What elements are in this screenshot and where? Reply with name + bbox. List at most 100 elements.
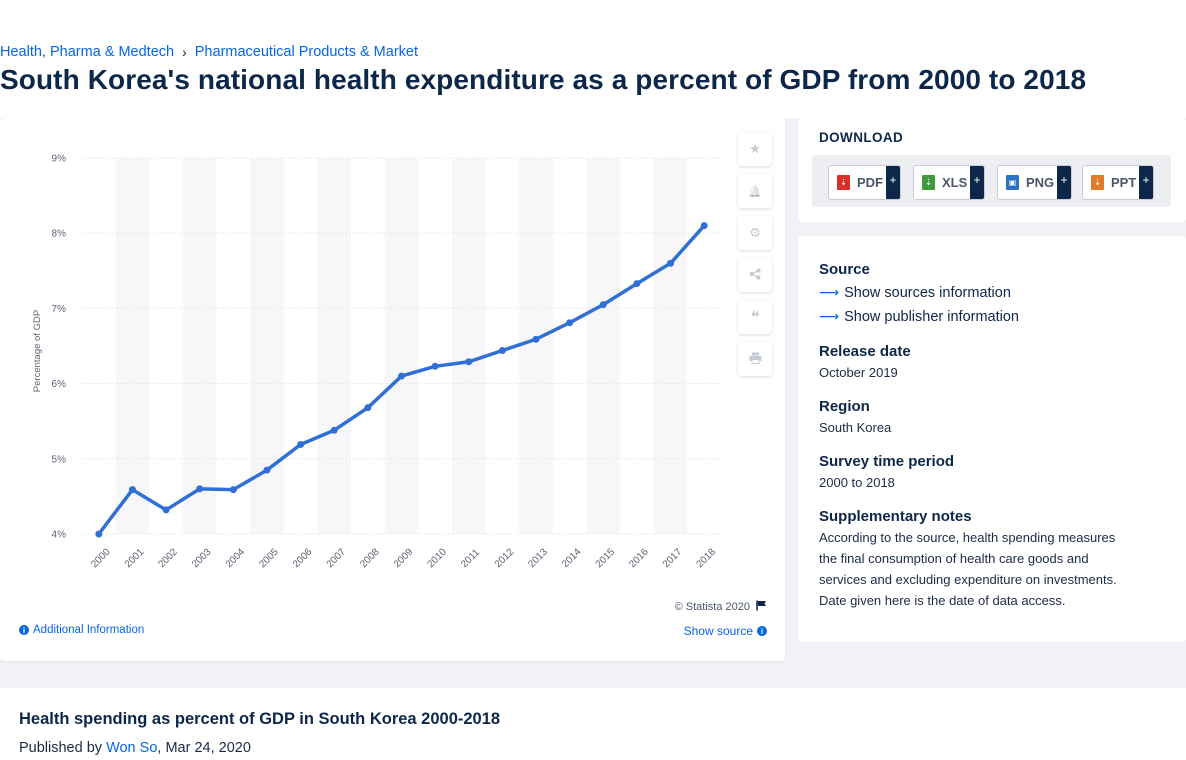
x-tick-label: 2014 [560,546,584,570]
show-source-label: Show source [683,624,753,638]
pdf-file-icon: ⇣ [837,175,850,190]
column-band [519,158,553,534]
author-link[interactable]: Won So [106,740,158,756]
x-tick-label: 2013 [526,546,550,570]
cite-button[interactable]: ❝ [738,300,772,334]
show-sources-label: Show sources information [844,284,1011,301]
png-plus: + [1057,166,1071,199]
data-point [297,441,305,449]
data-point [667,259,675,267]
x-tick-label: 2018 [695,546,719,570]
share-button[interactable] [738,258,772,292]
x-tick-label: 2009 [392,546,416,570]
column-band [653,158,688,534]
download-pdf-button[interactable]: ⇣ PDF + [828,165,901,200]
notes-line-2: the final consumption of health care goo… [819,551,1089,566]
arrow-right-icon [819,284,839,301]
copyright-text: © Statista 2020 [674,601,750,613]
column-band [115,158,150,534]
line-chart: 4% 5% 6% 7% 8% 9% Percentage of GDP 2000 2001 200… [32,154,721,570]
breadcrumb-item-health[interactable]: Health, Pharma & Medtech [0,44,175,60]
notes-line-4: Date given here is the date of data acce… [819,593,1066,608]
data-point [95,530,103,538]
data-point [128,486,136,494]
copyright: © Statista 2020 [675,600,767,614]
png-file-icon: ▣ [1006,175,1019,190]
data-point [364,404,372,412]
data-point [498,347,506,355]
download-panel: DOWNLOAD ⇣ PDF + ⇣ XLS + ▣ PNG + ⇣ PPT + [798,118,1186,222]
breadcrumb-item-pharma[interactable]: Pharmaceutical Products & Market [194,44,418,60]
x-tick-label: 2008 [358,546,382,570]
data-point [532,335,540,343]
flag-icon[interactable] [756,600,767,614]
favorite-button[interactable]: ★ [738,132,772,166]
share-icon [749,268,761,283]
download-ppt-button[interactable]: ⇣ PPT + [1082,165,1154,200]
download-png-button[interactable]: ▣ PNG + [997,165,1072,200]
info-icon: i [757,626,767,636]
data-point [263,466,271,474]
column-band [317,158,352,534]
data-point [599,301,607,309]
published-by: Published by Won So, Mar 24, 2020 [19,740,251,756]
show-source-link[interactable]: Show source i [684,624,767,638]
pdf-plus: + [886,166,900,199]
y-tick-label: 4% [52,530,67,541]
ppt-file-icon: ⇣ [1091,175,1104,190]
data-point [162,506,170,514]
page-title: South Korea's national health expenditur… [0,64,1087,95]
region-heading: Region [819,398,870,415]
data-point [700,222,708,230]
xls-plus: + [970,166,984,199]
region-value: South Korea [819,420,892,435]
download-title: DOWNLOAD [819,130,904,145]
x-tick-label: 2003 [190,546,214,570]
x-tick-label: 2015 [594,546,618,570]
published-prefix: Published by [19,740,107,756]
print-button[interactable] [738,342,772,376]
y-axis-title: Percentage of GDP [32,310,43,392]
column-band [451,158,486,534]
pdf-label: PDF [857,175,883,190]
additional-information-label: Additional Information [33,624,145,636]
show-sources-link[interactable]: Show sources information [819,284,1011,301]
download-xls-button[interactable]: ⇣ XLS + [913,165,985,200]
settings-button[interactable]: ⚙ [738,216,772,250]
notes-line-1: According to the source, health spending… [819,530,1116,545]
data-point [465,358,473,366]
release-date-value: October 2019 [819,365,898,380]
data-point [398,372,405,380]
column-band [586,158,621,534]
notes-line-3: services and excluding expenditure on in… [819,572,1117,587]
y-tick-label: 6% [52,379,67,390]
x-tick-label: 2004 [224,546,248,570]
y-tick-label: 8% [52,229,67,240]
x-tick-label: 2006 [291,546,315,570]
x-tick-label: 2002 [156,546,180,570]
x-tick-label: 2001 [123,546,147,570]
y-tick-label: 7% [52,304,67,315]
column-band [384,158,419,534]
data-point [431,362,439,370]
print-icon [749,352,762,367]
arrow-right-icon [819,308,839,325]
ppt-label: PPT [1111,175,1137,190]
show-publisher-link[interactable]: Show publisher information [819,308,1019,325]
additional-information-link[interactable]: i Additional Information [19,624,144,636]
x-tick-label: 2005 [257,546,281,570]
notification-button[interactable]: 🔔 [738,174,772,208]
survey-period-heading: Survey time period [819,453,955,470]
published-date: , Mar 24, 2020 [157,740,251,756]
ppt-plus: + [1139,166,1153,199]
x-tick-label: 2000 [89,546,113,570]
gear-icon: ⚙ [749,225,761,240]
survey-period-value: 2000 to 2018 [819,475,895,490]
description-title: Health spending as percent of GDP in Sou… [19,710,501,728]
star-icon: ★ [749,141,761,156]
release-date-heading: Release date [819,343,911,360]
data-point [229,486,237,494]
statistic-description: Health spending as percent of GDP in Sou… [0,688,1186,760]
x-tick-label: 2007 [325,546,349,570]
x-tick-label: 2017 [661,546,685,570]
